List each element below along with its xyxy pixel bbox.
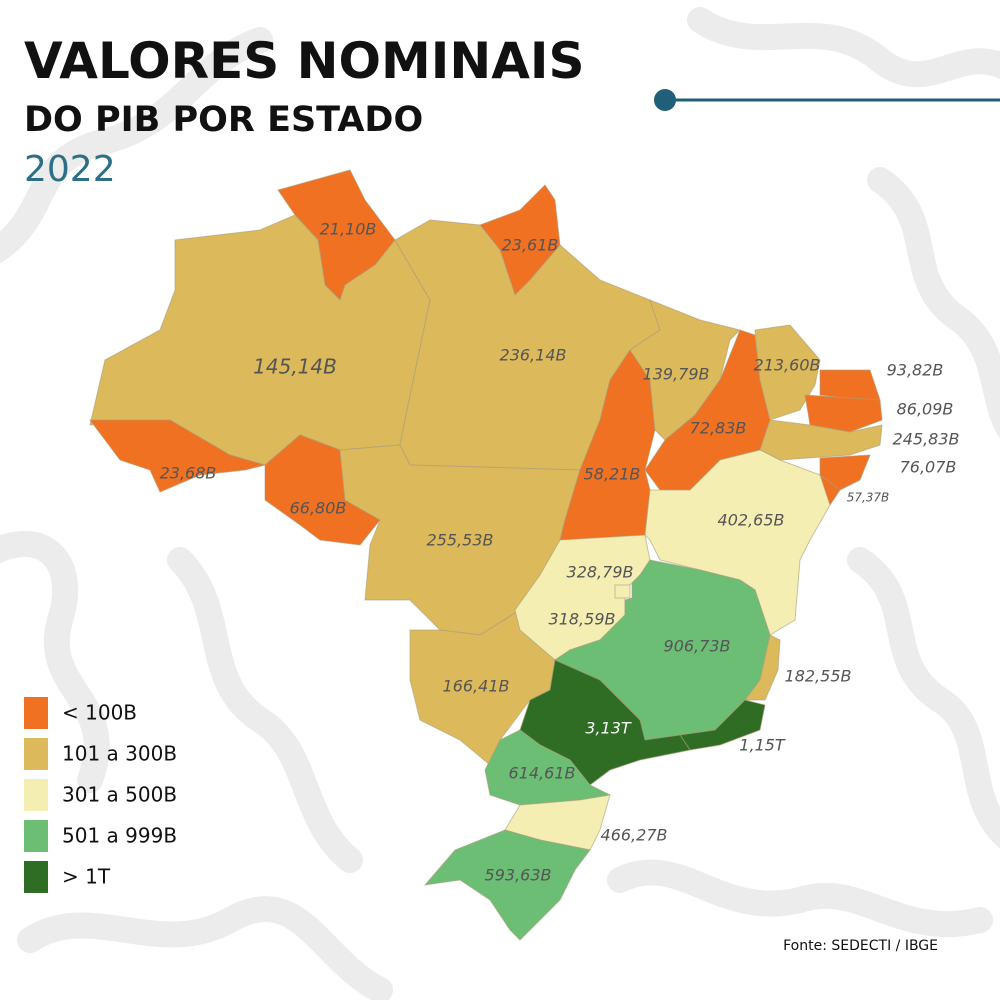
state-label: 66,80B xyxy=(290,499,347,518)
state-label: 466,27B xyxy=(601,826,668,845)
legend-swatch xyxy=(24,697,48,729)
year: 2022 xyxy=(24,149,116,190)
map xyxy=(89,169,883,941)
state-region xyxy=(264,434,381,546)
state-label: 236,14B xyxy=(500,346,567,365)
state-label: 1,15T xyxy=(739,736,786,755)
state-label: 182,55B xyxy=(785,667,852,686)
state-label: 213,60B xyxy=(754,356,821,375)
state-label: 93,82B xyxy=(887,361,944,380)
state-label: 72,83B xyxy=(690,419,747,438)
state-region xyxy=(804,394,883,433)
state-label: 318,59B xyxy=(549,610,616,629)
state-label: 593,63B xyxy=(485,866,552,885)
legend-swatch xyxy=(24,738,48,770)
state-label: 145,14B xyxy=(253,355,337,379)
state-label: 328,79B xyxy=(567,563,634,582)
background-pattern xyxy=(0,7,1000,1000)
state-region xyxy=(519,659,691,786)
legend-label: < 100B xyxy=(62,701,137,725)
legend-swatch xyxy=(24,779,48,811)
state-label: 245,83B xyxy=(893,430,960,449)
state-label: 166,41B xyxy=(443,677,510,696)
subtitle: DO PIB POR ESTADO xyxy=(24,100,423,140)
state-label: 23,61B xyxy=(502,236,559,255)
title: VALORES NOMINAIS xyxy=(24,32,585,90)
state-label: 906,73B xyxy=(664,637,731,656)
state-region xyxy=(819,369,881,401)
state-label: 614,61B xyxy=(509,764,576,783)
state-label: 76,07B xyxy=(900,458,957,477)
state-labels: 21,10B 23,61B 145,14B 236,14B 23,68B 66,… xyxy=(160,220,960,885)
legend: < 100B 101 a 300B 301 a 500B 501 a 999B > 1T xyxy=(24,697,177,893)
legend-label: 301 a 500B xyxy=(62,783,177,807)
state-label: 3,13T xyxy=(585,719,632,738)
legend-label: 101 a 300B xyxy=(62,742,177,766)
state-label: 57,37B xyxy=(847,491,890,505)
legend-swatch xyxy=(24,861,48,893)
source: Fonte: SEDECTI / IBGE xyxy=(783,938,938,954)
state-label: 86,09B xyxy=(897,400,954,419)
state-label: 139,79B xyxy=(643,365,710,384)
legend-swatch xyxy=(24,820,48,852)
decor-dot xyxy=(654,89,676,111)
state-region xyxy=(819,454,871,491)
state-region xyxy=(744,634,781,701)
state-label: 58,21B xyxy=(584,465,641,484)
state-label: 23,68B xyxy=(160,464,217,483)
state-label: 402,65B xyxy=(718,511,785,530)
legend-label: 501 a 999B xyxy=(62,824,177,848)
state-region xyxy=(423,829,591,941)
state-label: 21,10B xyxy=(320,220,377,239)
state-region xyxy=(614,584,631,599)
state-label: 255,53B xyxy=(427,531,494,550)
state-region xyxy=(89,419,267,493)
legend-label: > 1T xyxy=(62,865,111,889)
state-region xyxy=(644,449,831,636)
